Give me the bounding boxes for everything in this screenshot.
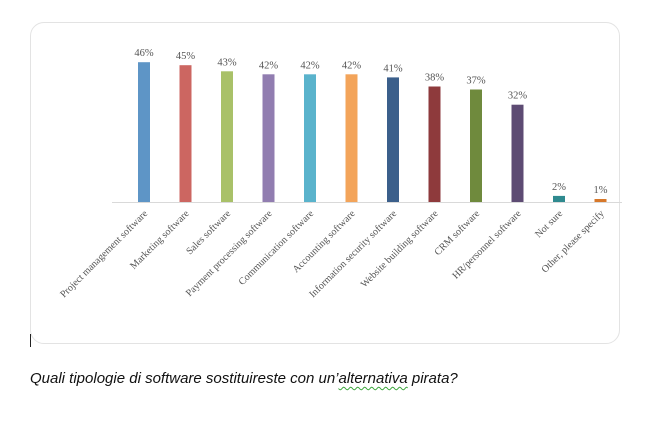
bar-value-label: 45%: [176, 51, 196, 62]
bar-2: [221, 71, 233, 202]
category-label: Communication software: [237, 208, 317, 288]
text-cursor: [30, 334, 31, 347]
category-label: Information security software: [307, 208, 399, 300]
bar-value-label: 41%: [383, 63, 403, 74]
bar-value-label: 1%: [594, 185, 608, 196]
bar-value-label: 32%: [508, 91, 528, 102]
bar-value-label: 42%: [342, 60, 362, 71]
bar-1: [179, 65, 192, 202]
bar-value-label: 37%: [466, 76, 486, 87]
bar-6: [387, 77, 399, 202]
bar-11: [594, 199, 607, 202]
category-label: Not sure: [533, 208, 565, 240]
bar-value-label: 46%: [134, 48, 154, 59]
bar-value-label: 38%: [425, 73, 445, 84]
bar-0: [138, 62, 150, 203]
caption-text-end: pirata?: [407, 370, 458, 387]
bar-value-label: 43%: [217, 57, 237, 68]
category-label: HR/personnel software: [450, 208, 524, 282]
bar-value-label: 42%: [259, 60, 279, 71]
category-label: Payment processing software: [184, 208, 275, 299]
bar-9: [511, 104, 524, 202]
bar-value-label: 2%: [552, 182, 566, 193]
bar-10: [553, 195, 565, 202]
caption-flagged-word: alternativa: [338, 370, 408, 387]
bar-5: [345, 74, 358, 202]
bar-4: [304, 74, 316, 202]
category-label: Website building software: [359, 208, 441, 290]
bar-7: [428, 86, 441, 202]
category-label: Project management software: [58, 208, 150, 300]
bar-8: [470, 89, 482, 202]
chart-caption: Quali tipologie di software sostituirest…: [30, 370, 458, 387]
bar-3: [262, 74, 275, 202]
bar-value-label: 42%: [300, 60, 320, 71]
caption-text: Quali tipologie di software sostituirest…: [30, 370, 339, 387]
